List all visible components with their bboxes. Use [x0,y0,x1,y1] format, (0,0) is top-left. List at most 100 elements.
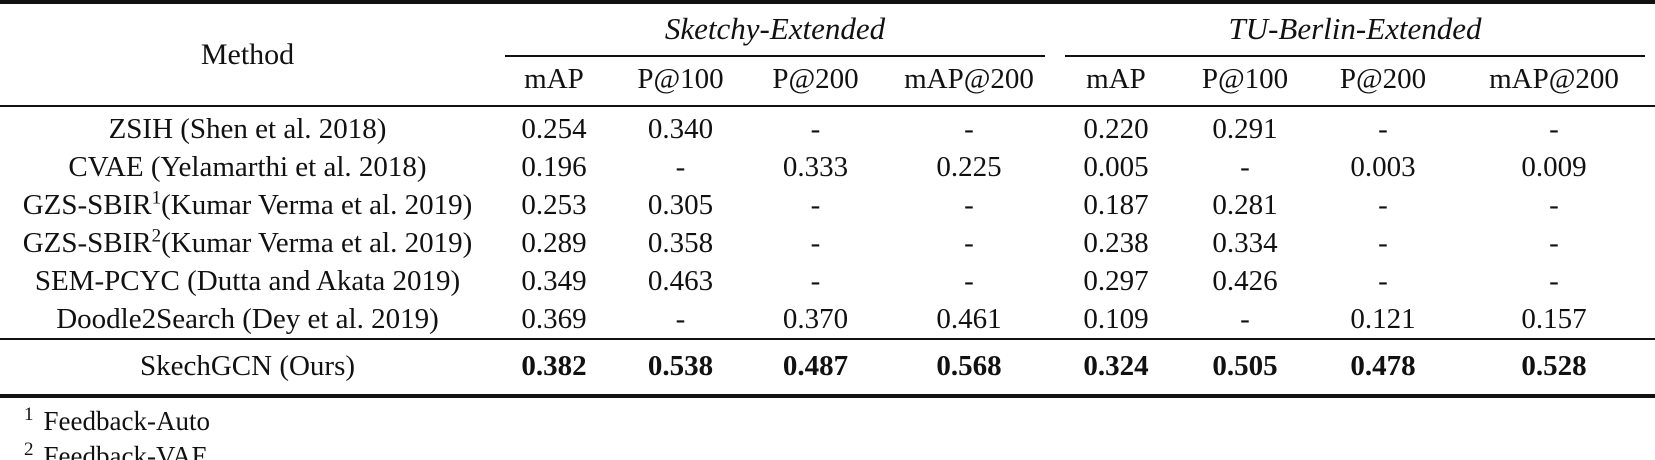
value-cell: - [810,188,821,221]
method-name: GZS-SBIR [22,226,152,259]
col-header-sketchy-p100: P@100 [613,57,748,107]
footnote-1-text: Feedback-Auto [43,406,210,436]
col-header-sketchy-map: mAP [495,57,613,107]
value-cell: - [810,226,821,259]
footnote-1-marker: 1 [24,404,34,425]
value-cell: 0.225 [936,150,1002,183]
value-cell: - [1549,226,1559,259]
method-superscript: 2 [151,224,162,246]
footnotes: 1 Feedback-Auto 2 Feedback-VAE [0,398,1655,460]
value-cell: 0.196 [521,150,587,183]
value-cell-bold: 0.505 [1177,338,1313,398]
value-cell: 0.005 [1083,150,1149,183]
value-cell: - [1549,264,1559,297]
results-table: Method Sketchy-Extended TU-Berlin-Extend… [0,0,1655,398]
value-cell-bold: 0.487 [748,338,883,398]
col-header-sketchy-map200: mAP@200 [883,57,1055,107]
value-cell: 0.358 [647,226,714,259]
value-cell: 0.340 [647,112,714,145]
value-cell-bold: 0.478 [1313,338,1453,398]
method-cell: GZS-SBIR2(Kumar Verma et al. 2019) [0,224,495,262]
col-header-tuberlin-map: mAP [1055,57,1177,107]
table-row-gzs-sbir-2: GZS-SBIR2(Kumar Verma et al. 2019) 0.289… [0,224,1655,262]
value-cell: 0.281 [1212,188,1278,221]
value-cell: 0.253 [521,188,587,221]
col-header-sketchy-p200: P@200 [748,57,883,107]
method-cell: Doodle2Search (Dey et al. 2019) [0,300,495,339]
method-name-rest: (Kumar Verma et al. 2019) [161,226,473,259]
method-name: ZSIH (Shen et al. 2018) [108,112,387,145]
value-cell: 0.370 [782,302,849,335]
value-cell: 0.305 [647,188,714,221]
value-cell: - [964,264,974,297]
col-header-tuberlin-p100: P@100 [1177,57,1313,107]
group-label-tuberlin: TU-Berlin-Extended [1065,11,1646,57]
value-cell: - [964,188,974,221]
footnote-2: 2 Feedback-VAE [24,439,1655,460]
value-cell: - [964,226,974,259]
value-cell-bold: 0.568 [883,338,1055,398]
value-cell: - [1378,226,1388,259]
method-name: SEM-PCYC (Dutta and Akata 2019) [34,264,461,297]
value-cell: 0.220 [1083,112,1149,145]
method-name: Doodle2Search (Dey et al. 2019) [56,302,439,335]
value-cell: 0.187 [1083,188,1149,221]
method-superscript: 1 [151,186,162,208]
table-row-cvae: CVAE (Yelamarthi et al. 2018) 0.196 - 0.… [0,148,1655,186]
method-name: GZS-SBIR [22,188,152,221]
table-row-ours: SkechGCN (Ours) 0.382 0.538 0.487 0.568 … [0,338,1655,398]
value-cell: 0.297 [1083,264,1149,297]
method-column-header: Method [0,2,495,107]
value-cell: - [1549,112,1559,145]
value-cell: 0.333 [782,150,849,183]
value-cell: 0.254 [521,112,587,145]
table-row-sem-pcyc: SEM-PCYC (Dutta and Akata 2019) 0.349 0.… [0,262,1655,300]
table-row-gzs-sbir-1: GZS-SBIR1(Kumar Verma et al. 2019) 0.253… [0,186,1655,224]
metric-header-row: mAP P@100 P@200 mAP@200 mAP P@100 P@200 … [0,57,1655,107]
value-cell: 0.369 [521,302,587,335]
group-header-row: Method Sketchy-Extended TU-Berlin-Extend… [0,2,1655,107]
value-cell: - [964,112,974,145]
value-cell-bold: 0.324 [1055,338,1177,398]
method-cell-ours: SkechGCN (Ours) [0,338,495,398]
method-cell: GZS-SBIR1(Kumar Verma et al. 2019) [0,186,495,224]
value-cell-bold: 0.382 [495,338,613,398]
value-cell: 0.291 [1212,112,1278,145]
value-cell-bold: 0.538 [613,338,748,398]
value-cell: - [1378,112,1388,145]
value-cell: - [675,150,686,183]
group-label-sketchy: Sketchy-Extended [505,11,1045,57]
value-cell: - [1378,264,1388,297]
value-cell: - [810,264,821,297]
footnote-2-text: Feedback-VAE [43,441,208,460]
value-cell: - [675,302,686,335]
footnote-1: 1 Feedback-Auto [24,404,1655,439]
value-cell: - [810,112,821,145]
group-header-tuberlin: TU-Berlin-Extended [1055,2,1655,57]
value-cell: - [1240,150,1250,183]
value-cell: 0.289 [521,226,587,259]
value-cell: 0.009 [1521,150,1587,183]
value-cell-bold: 0.528 [1453,338,1655,398]
table-row-doodle2search: Doodle2Search (Dey et al. 2019) 0.369 - … [0,300,1655,339]
method-name: CVAE (Yelamarthi et al. 2018) [68,150,427,183]
value-cell: - [1549,188,1559,221]
value-cell: 0.334 [1212,226,1278,259]
col-header-tuberlin-p200: P@200 [1313,57,1453,107]
value-cell: 0.121 [1350,302,1416,335]
value-cell: 0.238 [1083,226,1149,259]
method-name-rest: (Kumar Verma et al. 2019) [161,188,473,221]
method-cell: CVAE (Yelamarthi et al. 2018) [0,148,495,186]
value-cell: 0.461 [936,302,1002,335]
value-cell: 0.349 [521,264,587,297]
table-row-zsih: ZSIH (Shen et al. 2018) 0.254 0.340 - - … [0,106,1655,148]
value-cell: 0.003 [1350,150,1416,183]
value-cell: - [1378,188,1388,221]
value-cell: 0.426 [1212,264,1278,297]
value-cell: - [1240,302,1250,335]
group-header-sketchy: Sketchy-Extended [495,2,1055,57]
value-cell: 0.463 [647,264,714,297]
col-header-tuberlin-map200: mAP@200 [1453,57,1655,107]
method-cell: ZSIH (Shen et al. 2018) [0,106,495,148]
value-cell: 0.109 [1083,302,1149,335]
